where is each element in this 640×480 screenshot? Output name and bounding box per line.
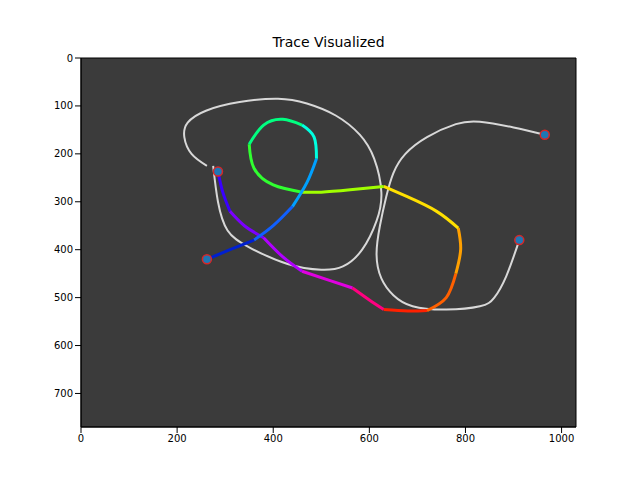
- svg-text:400: 400: [264, 433, 283, 444]
- svg-text:1000: 1000: [549, 433, 574, 444]
- svg-text:800: 800: [456, 433, 475, 444]
- svg-text:100: 100: [54, 100, 73, 111]
- svg-text:300: 300: [54, 196, 73, 207]
- svg-text:600: 600: [54, 340, 73, 351]
- svg-text:500: 500: [54, 292, 73, 303]
- svg-text:0: 0: [78, 433, 84, 444]
- svg-text:0: 0: [67, 53, 73, 64]
- svg-text:600: 600: [360, 433, 379, 444]
- svg-text:200: 200: [54, 148, 73, 159]
- svg-text:400: 400: [54, 244, 73, 255]
- svg-text:700: 700: [54, 388, 73, 399]
- svg-text:200: 200: [168, 433, 187, 444]
- html-text:Trace Visualized: Trace Visualized: [272, 34, 385, 50]
